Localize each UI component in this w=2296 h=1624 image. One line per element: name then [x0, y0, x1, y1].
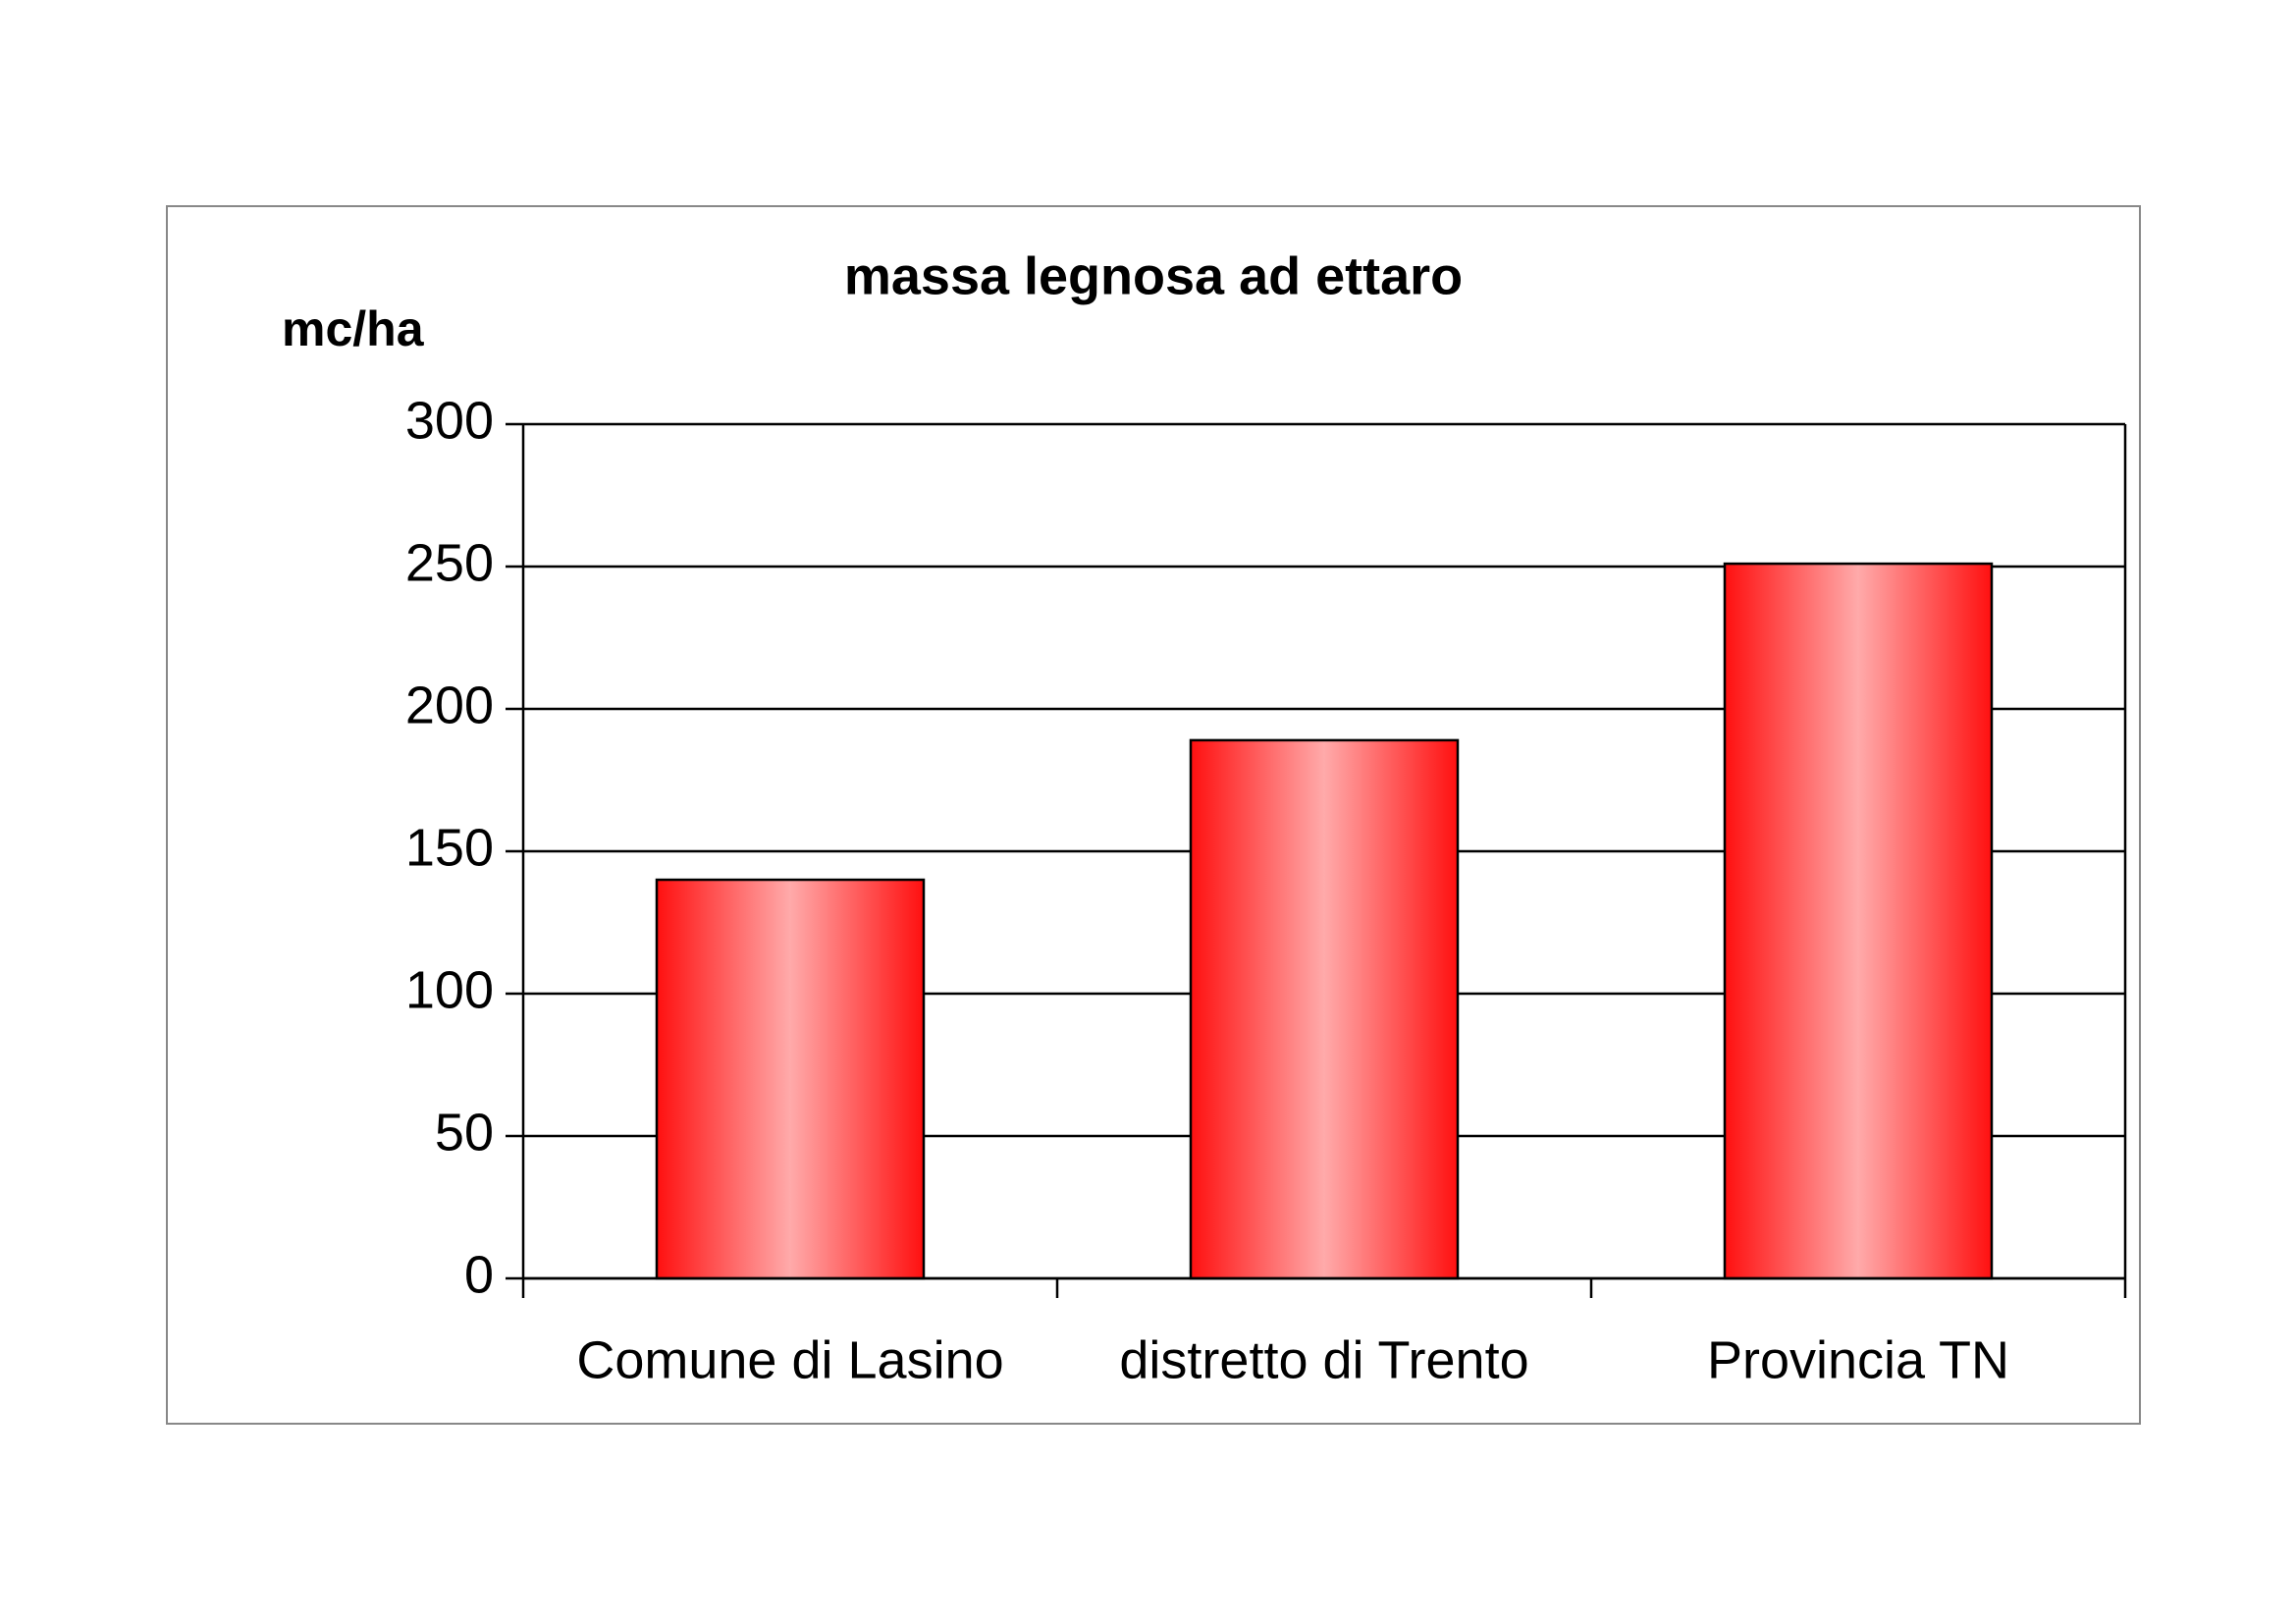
y-tick-label: 300: [405, 391, 494, 450]
x-tick-label: distretto di Trento: [1119, 1330, 1528, 1389]
y-axis-label: mc/ha: [282, 301, 425, 356]
bar: [1723, 562, 1994, 1280]
y-tick-label: 50: [435, 1103, 494, 1162]
y-tick-label: 250: [405, 533, 494, 592]
y-tick-label: 200: [405, 676, 494, 734]
x-tick-label: Comune di Lasino: [576, 1330, 1003, 1389]
x-tick-label: Provincia TN: [1707, 1330, 2009, 1389]
y-tick-label: 100: [405, 960, 494, 1019]
bar: [1189, 738, 1460, 1280]
chart-title: massa legnosa ad ettaro: [844, 246, 1463, 305]
y-tick-label: 0: [464, 1245, 494, 1304]
bar: [655, 878, 926, 1280]
y-tick-label: 150: [405, 818, 494, 877]
